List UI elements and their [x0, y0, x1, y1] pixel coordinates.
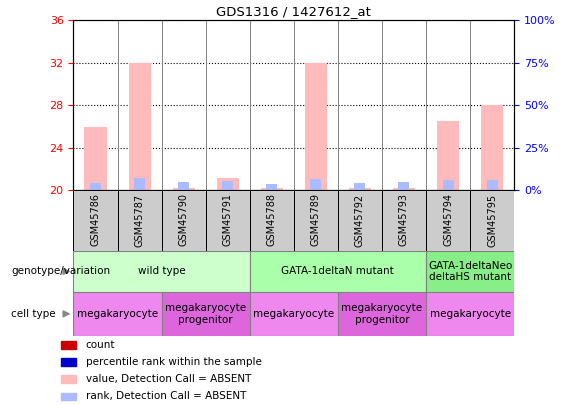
Text: GATA-1deltaNeo
deltaHS mutant: GATA-1deltaNeo deltaHS mutant [428, 260, 512, 282]
FancyBboxPatch shape [470, 190, 514, 251]
FancyBboxPatch shape [250, 292, 338, 336]
FancyBboxPatch shape [206, 190, 250, 251]
Text: count: count [86, 340, 115, 350]
Bar [178, 182, 189, 190]
Bar [305, 63, 327, 190]
Bar [442, 180, 454, 190]
Text: GSM45790: GSM45790 [179, 194, 189, 246]
Bar [173, 188, 194, 190]
Text: GSM45792: GSM45792 [355, 194, 365, 247]
FancyBboxPatch shape [250, 190, 294, 251]
FancyBboxPatch shape [162, 292, 250, 336]
Bar [486, 180, 498, 190]
Bar [222, 181, 233, 190]
FancyBboxPatch shape [426, 251, 514, 292]
Bar [128, 63, 150, 190]
FancyBboxPatch shape [382, 190, 426, 251]
Text: rank, Detection Call = ABSENT: rank, Detection Call = ABSENT [86, 391, 246, 401]
Text: GSM45793: GSM45793 [399, 194, 409, 246]
Bar [398, 182, 410, 190]
Text: megakaryocyte: megakaryocyte [77, 309, 158, 319]
Bar [61, 392, 76, 400]
Bar [349, 188, 371, 190]
Bar [61, 375, 76, 383]
Bar [393, 188, 415, 190]
Text: GSM45787: GSM45787 [134, 194, 145, 247]
FancyBboxPatch shape [73, 251, 250, 292]
FancyBboxPatch shape [118, 190, 162, 251]
Text: cell type: cell type [11, 309, 56, 319]
Bar [266, 184, 277, 190]
FancyBboxPatch shape [73, 292, 162, 336]
Bar [61, 341, 76, 349]
Text: value, Detection Call = ABSENT: value, Detection Call = ABSENT [86, 374, 251, 384]
Text: GSM45795: GSM45795 [487, 194, 497, 247]
Bar [261, 188, 283, 190]
Bar [61, 358, 76, 366]
Text: GSM45791: GSM45791 [223, 194, 233, 246]
FancyBboxPatch shape [73, 190, 118, 251]
Bar [134, 177, 145, 190]
Text: megakaryocyte
progenitor: megakaryocyte progenitor [341, 303, 423, 325]
Bar [437, 121, 459, 190]
Text: GSM45786: GSM45786 [90, 194, 101, 246]
Bar [354, 183, 366, 190]
FancyBboxPatch shape [162, 190, 206, 251]
FancyBboxPatch shape [426, 292, 514, 336]
Text: wild type: wild type [138, 266, 185, 276]
FancyBboxPatch shape [338, 190, 382, 251]
Text: percentile rank within the sample: percentile rank within the sample [86, 357, 262, 367]
Text: megakaryocyte: megakaryocyte [253, 309, 334, 319]
Bar [310, 179, 321, 190]
Text: GSM45788: GSM45788 [267, 194, 277, 246]
Bar [217, 177, 238, 190]
Text: megakaryocyte
progenitor: megakaryocyte progenitor [165, 303, 246, 325]
Text: GSM45794: GSM45794 [443, 194, 453, 246]
Bar [90, 183, 101, 190]
Bar [85, 126, 106, 190]
Text: GSM45789: GSM45789 [311, 194, 321, 246]
Bar [481, 105, 503, 190]
Title: GDS1316 / 1427612_at: GDS1316 / 1427612_at [216, 5, 371, 18]
FancyBboxPatch shape [338, 292, 426, 336]
FancyBboxPatch shape [426, 190, 470, 251]
FancyBboxPatch shape [294, 190, 338, 251]
Text: genotype/variation: genotype/variation [11, 266, 110, 276]
FancyBboxPatch shape [250, 251, 426, 292]
Text: GATA-1deltaN mutant: GATA-1deltaN mutant [281, 266, 394, 276]
Text: megakaryocyte: megakaryocyte [429, 309, 511, 319]
